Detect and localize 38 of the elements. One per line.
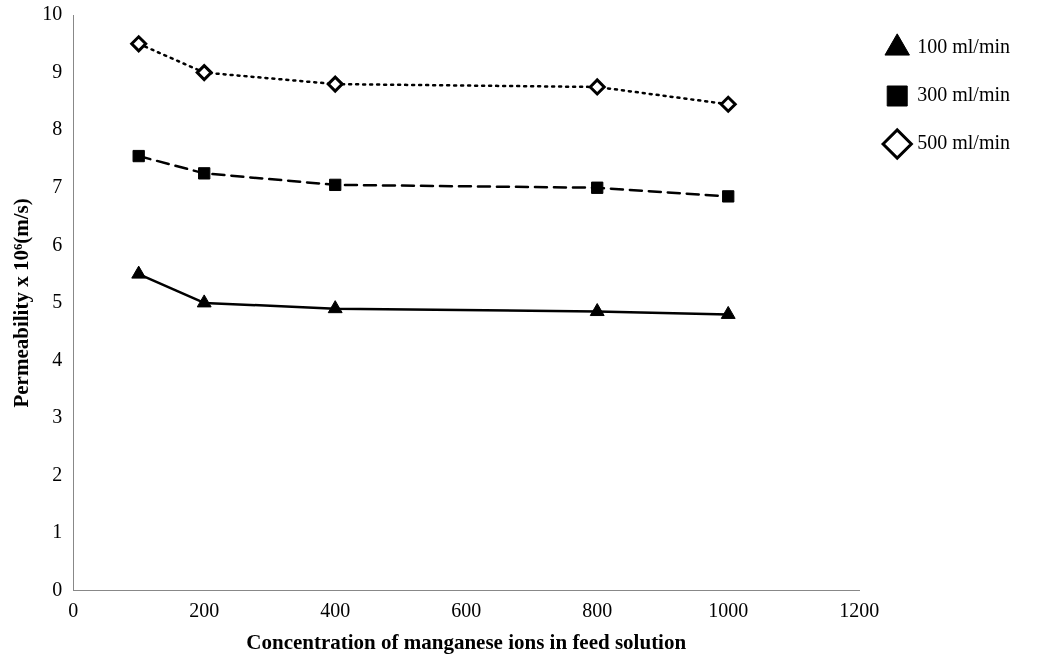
point bbox=[131, 265, 147, 279]
x-tick-label: 0 bbox=[68, 599, 79, 622]
y-tick-label: 2 bbox=[52, 462, 63, 485]
x-tick-label: 600 bbox=[451, 599, 482, 622]
legend-label: 500 ml/min bbox=[917, 131, 1011, 154]
y-tick-label: 8 bbox=[52, 117, 63, 140]
x-axis-title: Concentration of manganese ions in feed solution bbox=[246, 629, 687, 654]
y-tick-label: 4 bbox=[52, 347, 63, 370]
y-tick-label: 7 bbox=[52, 174, 63, 197]
point bbox=[132, 149, 145, 163]
point bbox=[326, 75, 344, 93]
point bbox=[589, 303, 605, 317]
y-tick-label: 6 bbox=[52, 232, 63, 255]
point bbox=[722, 190, 735, 203]
point bbox=[591, 181, 604, 194]
point bbox=[329, 178, 342, 192]
point bbox=[588, 78, 606, 96]
point bbox=[327, 300, 343, 314]
point bbox=[196, 294, 212, 308]
point bbox=[130, 35, 148, 53]
x-tick-label: 800 bbox=[582, 599, 613, 622]
y-axis-title: Permeability x 10⁶(m/s) bbox=[9, 198, 34, 408]
point bbox=[719, 95, 737, 113]
y-tick-label: 0 bbox=[52, 578, 63, 601]
point bbox=[195, 64, 213, 82]
point bbox=[720, 305, 736, 319]
x-tick-label: 1000 bbox=[708, 599, 749, 622]
y-tick-label: 3 bbox=[52, 405, 63, 428]
x-tick-label: 200 bbox=[189, 599, 220, 622]
y-tick-label: 10 bbox=[42, 2, 63, 25]
x-tick-label: 1200 bbox=[839, 599, 880, 622]
y-tick-label: 5 bbox=[52, 290, 63, 313]
legend-label: 300 ml/min bbox=[917, 83, 1011, 106]
x-tick-label: 400 bbox=[320, 599, 351, 622]
y-tick-label: 1 bbox=[52, 520, 63, 543]
legend-label: 100 ml/min bbox=[917, 35, 1011, 58]
y-tick-label: 9 bbox=[52, 59, 63, 82]
point bbox=[198, 167, 211, 180]
